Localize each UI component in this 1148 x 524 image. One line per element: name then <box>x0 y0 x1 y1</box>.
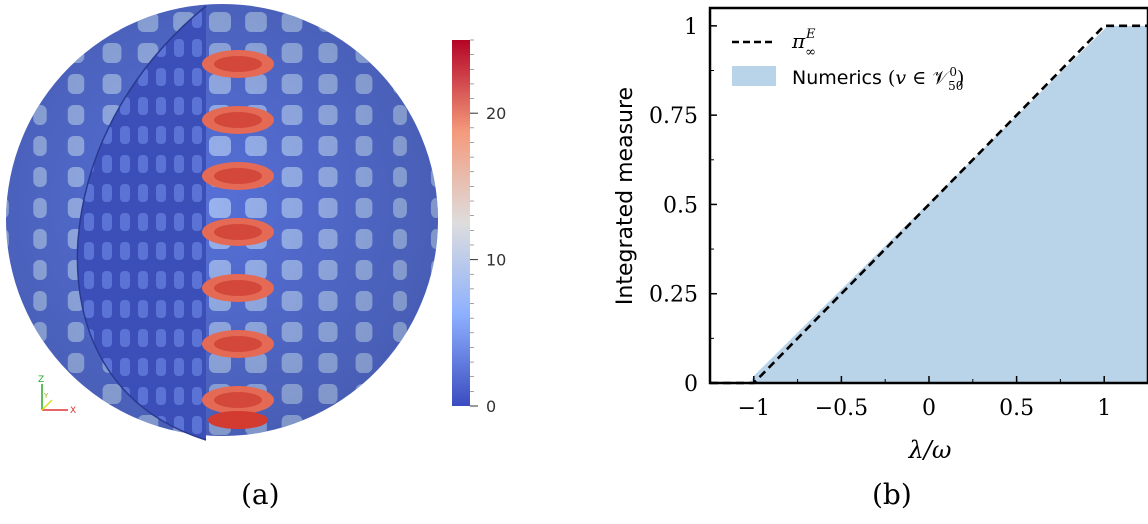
colorbar-tick-label: 10 <box>486 251 506 270</box>
sphere-plot: X Z Y 0 10 20 <box>6 4 506 441</box>
integrated-measure-chart: −1 −0.5 0 0.5 1 0 0.25 0.5 0.75 1 π∞E Numerics (v… <box>613 6 1148 464</box>
x-tick-label: 1 <box>1097 396 1111 421</box>
x-axis-label: λ/ω <box>908 436 952 464</box>
chart-legend: π∞E Numerics (v ∈ 𝒱500) <box>732 27 964 93</box>
x-tick-label: 0 <box>922 396 936 421</box>
colorbar-gradient <box>452 40 470 406</box>
colorbar: 0 10 20 <box>452 39 506 416</box>
y-tick-label: 0.75 <box>649 104 698 129</box>
x-tick-label: 0.5 <box>999 396 1034 421</box>
x-tick-label: −1 <box>738 396 770 421</box>
y-axis-label: Integrated measure <box>613 87 638 305</box>
pi-infinity-line <box>710 24 1148 385</box>
y-tick-label: 0 <box>684 372 698 397</box>
y-tick-label: 0.5 <box>663 193 698 218</box>
legend-item-pi: π∞E <box>791 27 816 60</box>
panel-a-sphere-figure: X Z Y 0 10 20 (a) <box>0 0 560 520</box>
high-value-regions <box>202 50 274 429</box>
y-tick-label: 0.25 <box>649 283 698 308</box>
caption-b: (b) <box>872 478 912 511</box>
caption-a: (a) <box>241 478 280 511</box>
axes-triad: X Z Y <box>38 375 76 416</box>
x-tick-label: −0.5 <box>815 396 868 421</box>
axis-z-label: Z <box>38 375 44 385</box>
legend-area-swatch <box>732 66 776 86</box>
axis-x-label: X <box>70 406 76 416</box>
colorbar-tick-label: 0 <box>486 397 496 416</box>
panel-b-chart: −1 −0.5 0 0.5 1 0 0.25 0.5 0.75 1 π∞E Numerics (v… <box>560 0 1148 520</box>
axis-y-label: Y <box>43 392 49 400</box>
y-tick-label: 1 <box>684 15 698 40</box>
colorbar-tick-label: 20 <box>486 104 506 123</box>
legend-item-numerics: Numerics (v ∈ 𝒱500) <box>792 65 964 93</box>
